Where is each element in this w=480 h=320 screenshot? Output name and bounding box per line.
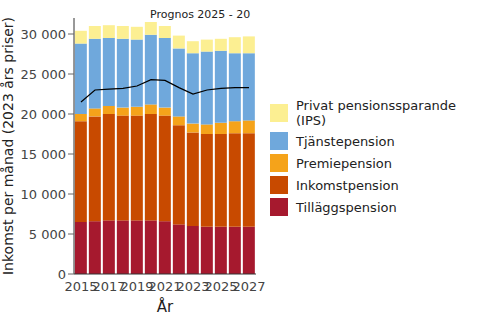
html-text:Privat pensionssparande (IPS): Privat pensionssparande (IPS) bbox=[296, 98, 457, 128]
svg-text:25 000: 25 000 bbox=[21, 67, 67, 82]
svg-text:10 000: 10 000 bbox=[21, 187, 67, 202]
svg-text:30 000: 30 000 bbox=[21, 27, 67, 42]
svg-text:15 000: 15 000 bbox=[21, 147, 67, 162]
svg-text:2017: 2017 bbox=[92, 279, 126, 295]
html-text:Prognos 2025 - 20: Prognos 2025 - 20 bbox=[150, 8, 251, 21]
html-text:Tilläggspension: Tilläggspension bbox=[296, 199, 397, 215]
svg-text:2025: 2025 bbox=[204, 279, 238, 295]
html-text:Inkomstpension: Inkomstpension bbox=[296, 177, 399, 193]
svg-text:0: 0 bbox=[58, 267, 66, 282]
svg-text:2027: 2027 bbox=[232, 279, 265, 294]
html-text:Tjänstepension: Tjänstepension bbox=[296, 133, 395, 149]
svg-text:2019: 2019 bbox=[120, 279, 154, 295]
svg-text:20 000: 20 000 bbox=[21, 107, 67, 122]
svg-text:2015: 2015 bbox=[64, 279, 98, 295]
svg-text:2021: 2021 bbox=[148, 279, 182, 295]
svg-text:2023: 2023 bbox=[176, 279, 210, 295]
svg-text:År: År bbox=[157, 297, 174, 316]
html-text:Premiepension: Premiepension bbox=[296, 155, 392, 171]
svg-text:Inkomst per månad (2023 års pr: Inkomst per månad (2023 års priser) bbox=[8, 17, 16, 275]
svg-text:5 000: 5 000 bbox=[29, 227, 66, 242]
